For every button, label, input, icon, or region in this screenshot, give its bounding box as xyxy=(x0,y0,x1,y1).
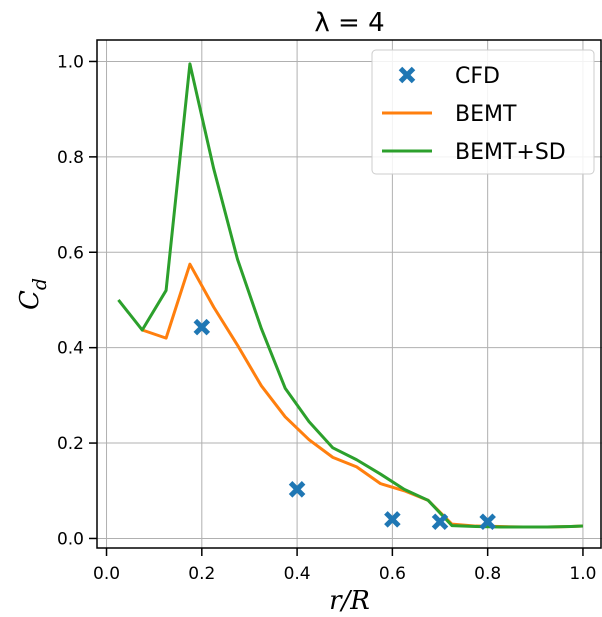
y-tick-label: 0.8 xyxy=(57,148,84,168)
series-line-bemt xyxy=(142,264,583,527)
y-tick-label: 0.6 xyxy=(57,243,84,263)
x-tick-label: 0.6 xyxy=(379,564,406,584)
legend-label: BEMT xyxy=(455,102,517,127)
y-axis-title-subscript: d xyxy=(29,278,51,290)
x-tick-label: 0.0 xyxy=(93,564,120,584)
legend-label: BEMT+SD xyxy=(455,140,566,165)
y-tick-label: 0.2 xyxy=(57,434,84,454)
plot-title: λ = 4 xyxy=(314,8,384,38)
y-tick-label: 1.0 xyxy=(57,52,84,72)
y-axis-title: Cd xyxy=(15,278,51,310)
data-point-cfd xyxy=(434,515,447,528)
x-tick-label: 1.0 xyxy=(569,564,596,584)
x-tick-label: 0.8 xyxy=(474,564,501,584)
y-axis-title-main: C xyxy=(15,290,45,310)
legend: CFD BEMT BEMT+SD xyxy=(372,50,594,174)
x-tick-label: 0.2 xyxy=(188,564,215,584)
x-tick-label: 0.4 xyxy=(284,564,311,584)
y-tick-label: 0.0 xyxy=(57,529,84,549)
y-tick-label: 0.4 xyxy=(57,339,84,359)
x-axis-title: r/R xyxy=(329,586,370,616)
legend-label: CFD xyxy=(455,64,500,89)
